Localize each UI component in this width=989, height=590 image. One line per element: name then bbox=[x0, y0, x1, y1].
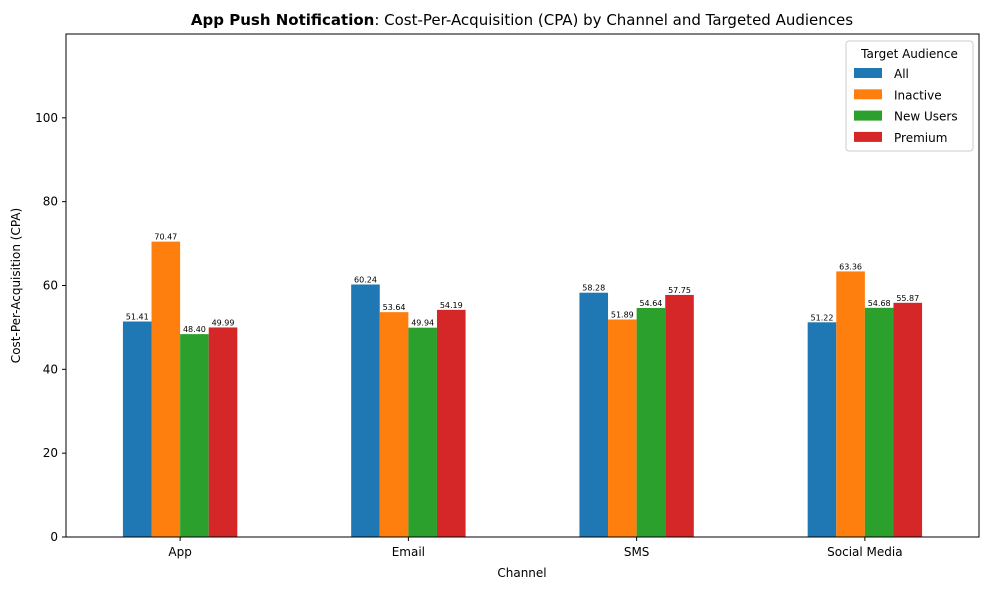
chart-title: App Push Notification: Cost-Per-Acquisit… bbox=[191, 11, 853, 29]
legend-swatch bbox=[854, 89, 882, 100]
legend-item-label: Inactive bbox=[894, 88, 942, 102]
plot-frame bbox=[65, 33, 980, 538]
bar bbox=[351, 284, 380, 537]
legend-swatch bbox=[854, 110, 882, 121]
legend-swatch bbox=[854, 68, 882, 78]
y-axis-title: Cost-Per-Acquisition (CPA) bbox=[9, 208, 23, 363]
bar-value-label: 48.40 bbox=[183, 325, 206, 334]
bar-value-label: 55.87 bbox=[896, 294, 919, 303]
bar bbox=[665, 294, 694, 537]
chart-title-bold: App Push Notification bbox=[191, 11, 374, 29]
bar-value-label: 54.64 bbox=[639, 299, 662, 308]
bar-value-label: 54.19 bbox=[440, 301, 463, 310]
bar bbox=[151, 241, 181, 537]
bar-value-label: 49.99 bbox=[212, 318, 235, 327]
bar bbox=[122, 321, 152, 537]
bar bbox=[807, 322, 837, 537]
x-tick-label: Email bbox=[392, 545, 425, 559]
y-tick-label: 100 bbox=[35, 111, 58, 125]
y-tick-label: 40 bbox=[43, 362, 58, 376]
legend-item-label: Premium bbox=[894, 131, 947, 145]
bar-value-label: 51.89 bbox=[611, 310, 634, 319]
bar bbox=[579, 292, 609, 537]
bar bbox=[608, 319, 637, 537]
legend-item-label: All bbox=[894, 67, 909, 81]
bar bbox=[379, 312, 409, 537]
bar bbox=[436, 309, 466, 537]
legend: Target Audience All Inactive New Users Premi… bbox=[845, 40, 974, 152]
legend-swatch bbox=[854, 131, 882, 142]
chart-title-rest: : Cost-Per-Acquisition (CPA) by Channel … bbox=[374, 11, 853, 29]
bar bbox=[864, 307, 894, 537]
y-tick-label: 20 bbox=[43, 446, 58, 460]
bar-value-label: 60.24 bbox=[354, 275, 377, 284]
bar bbox=[836, 271, 865, 537]
bar-value-label: 58.28 bbox=[582, 284, 605, 293]
bar bbox=[893, 302, 923, 537]
x-axis-title: Channel bbox=[497, 566, 546, 580]
bar-value-label: 51.41 bbox=[126, 313, 149, 322]
bar bbox=[208, 327, 238, 537]
y-tick-label: 80 bbox=[43, 195, 58, 209]
bar-value-label: 70.47 bbox=[154, 233, 177, 242]
bar bbox=[636, 307, 666, 537]
bar-value-label: 49.94 bbox=[411, 319, 434, 328]
y-tick-label: 0 bbox=[50, 530, 58, 544]
bar-value-label: 57.75 bbox=[668, 286, 691, 295]
plot-area: 51.41 70.47 48.40 49.99 App 60.24 53.64 49.94 54… bbox=[35, 33, 980, 559]
x-tick-label: App bbox=[168, 545, 191, 559]
y-tick-label: 60 bbox=[43, 279, 58, 293]
x-tick-label: Social Media bbox=[827, 545, 902, 559]
bar-value-label: 51.22 bbox=[811, 313, 834, 322]
bar bbox=[408, 327, 437, 537]
legend-item-label: New Users bbox=[894, 110, 958, 124]
bar bbox=[180, 334, 209, 537]
legend-title: Target Audience bbox=[860, 47, 958, 61]
bar-value-label: 53.64 bbox=[383, 303, 406, 312]
bar-value-label: 54.68 bbox=[868, 299, 891, 308]
bar-value-label: 63.36 bbox=[839, 262, 862, 271]
x-tick-label: SMS bbox=[624, 545, 650, 559]
